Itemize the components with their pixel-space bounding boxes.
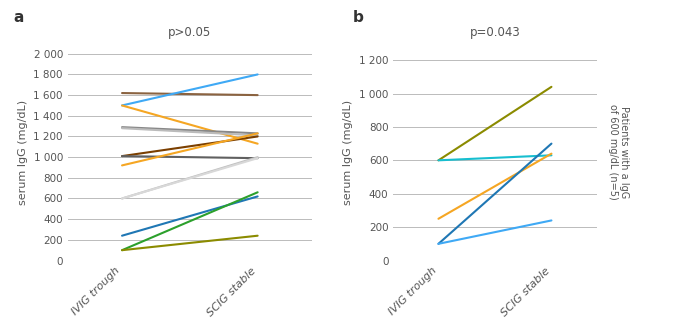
Title: p=0.043: p=0.043 [470, 26, 520, 39]
Y-axis label: serum IgG (mg/dL): serum IgG (mg/dL) [343, 100, 353, 204]
Text: a: a [14, 10, 24, 25]
Y-axis label: serum IgG (mg/dL): serum IgG (mg/dL) [18, 100, 28, 204]
Title: p>0.05: p>0.05 [168, 26, 212, 39]
Y-axis label: Patients with a IgG
of 600 mg/dL (n=5): Patients with a IgG of 600 mg/dL (n=5) [607, 104, 629, 200]
Text: b: b [353, 10, 363, 25]
